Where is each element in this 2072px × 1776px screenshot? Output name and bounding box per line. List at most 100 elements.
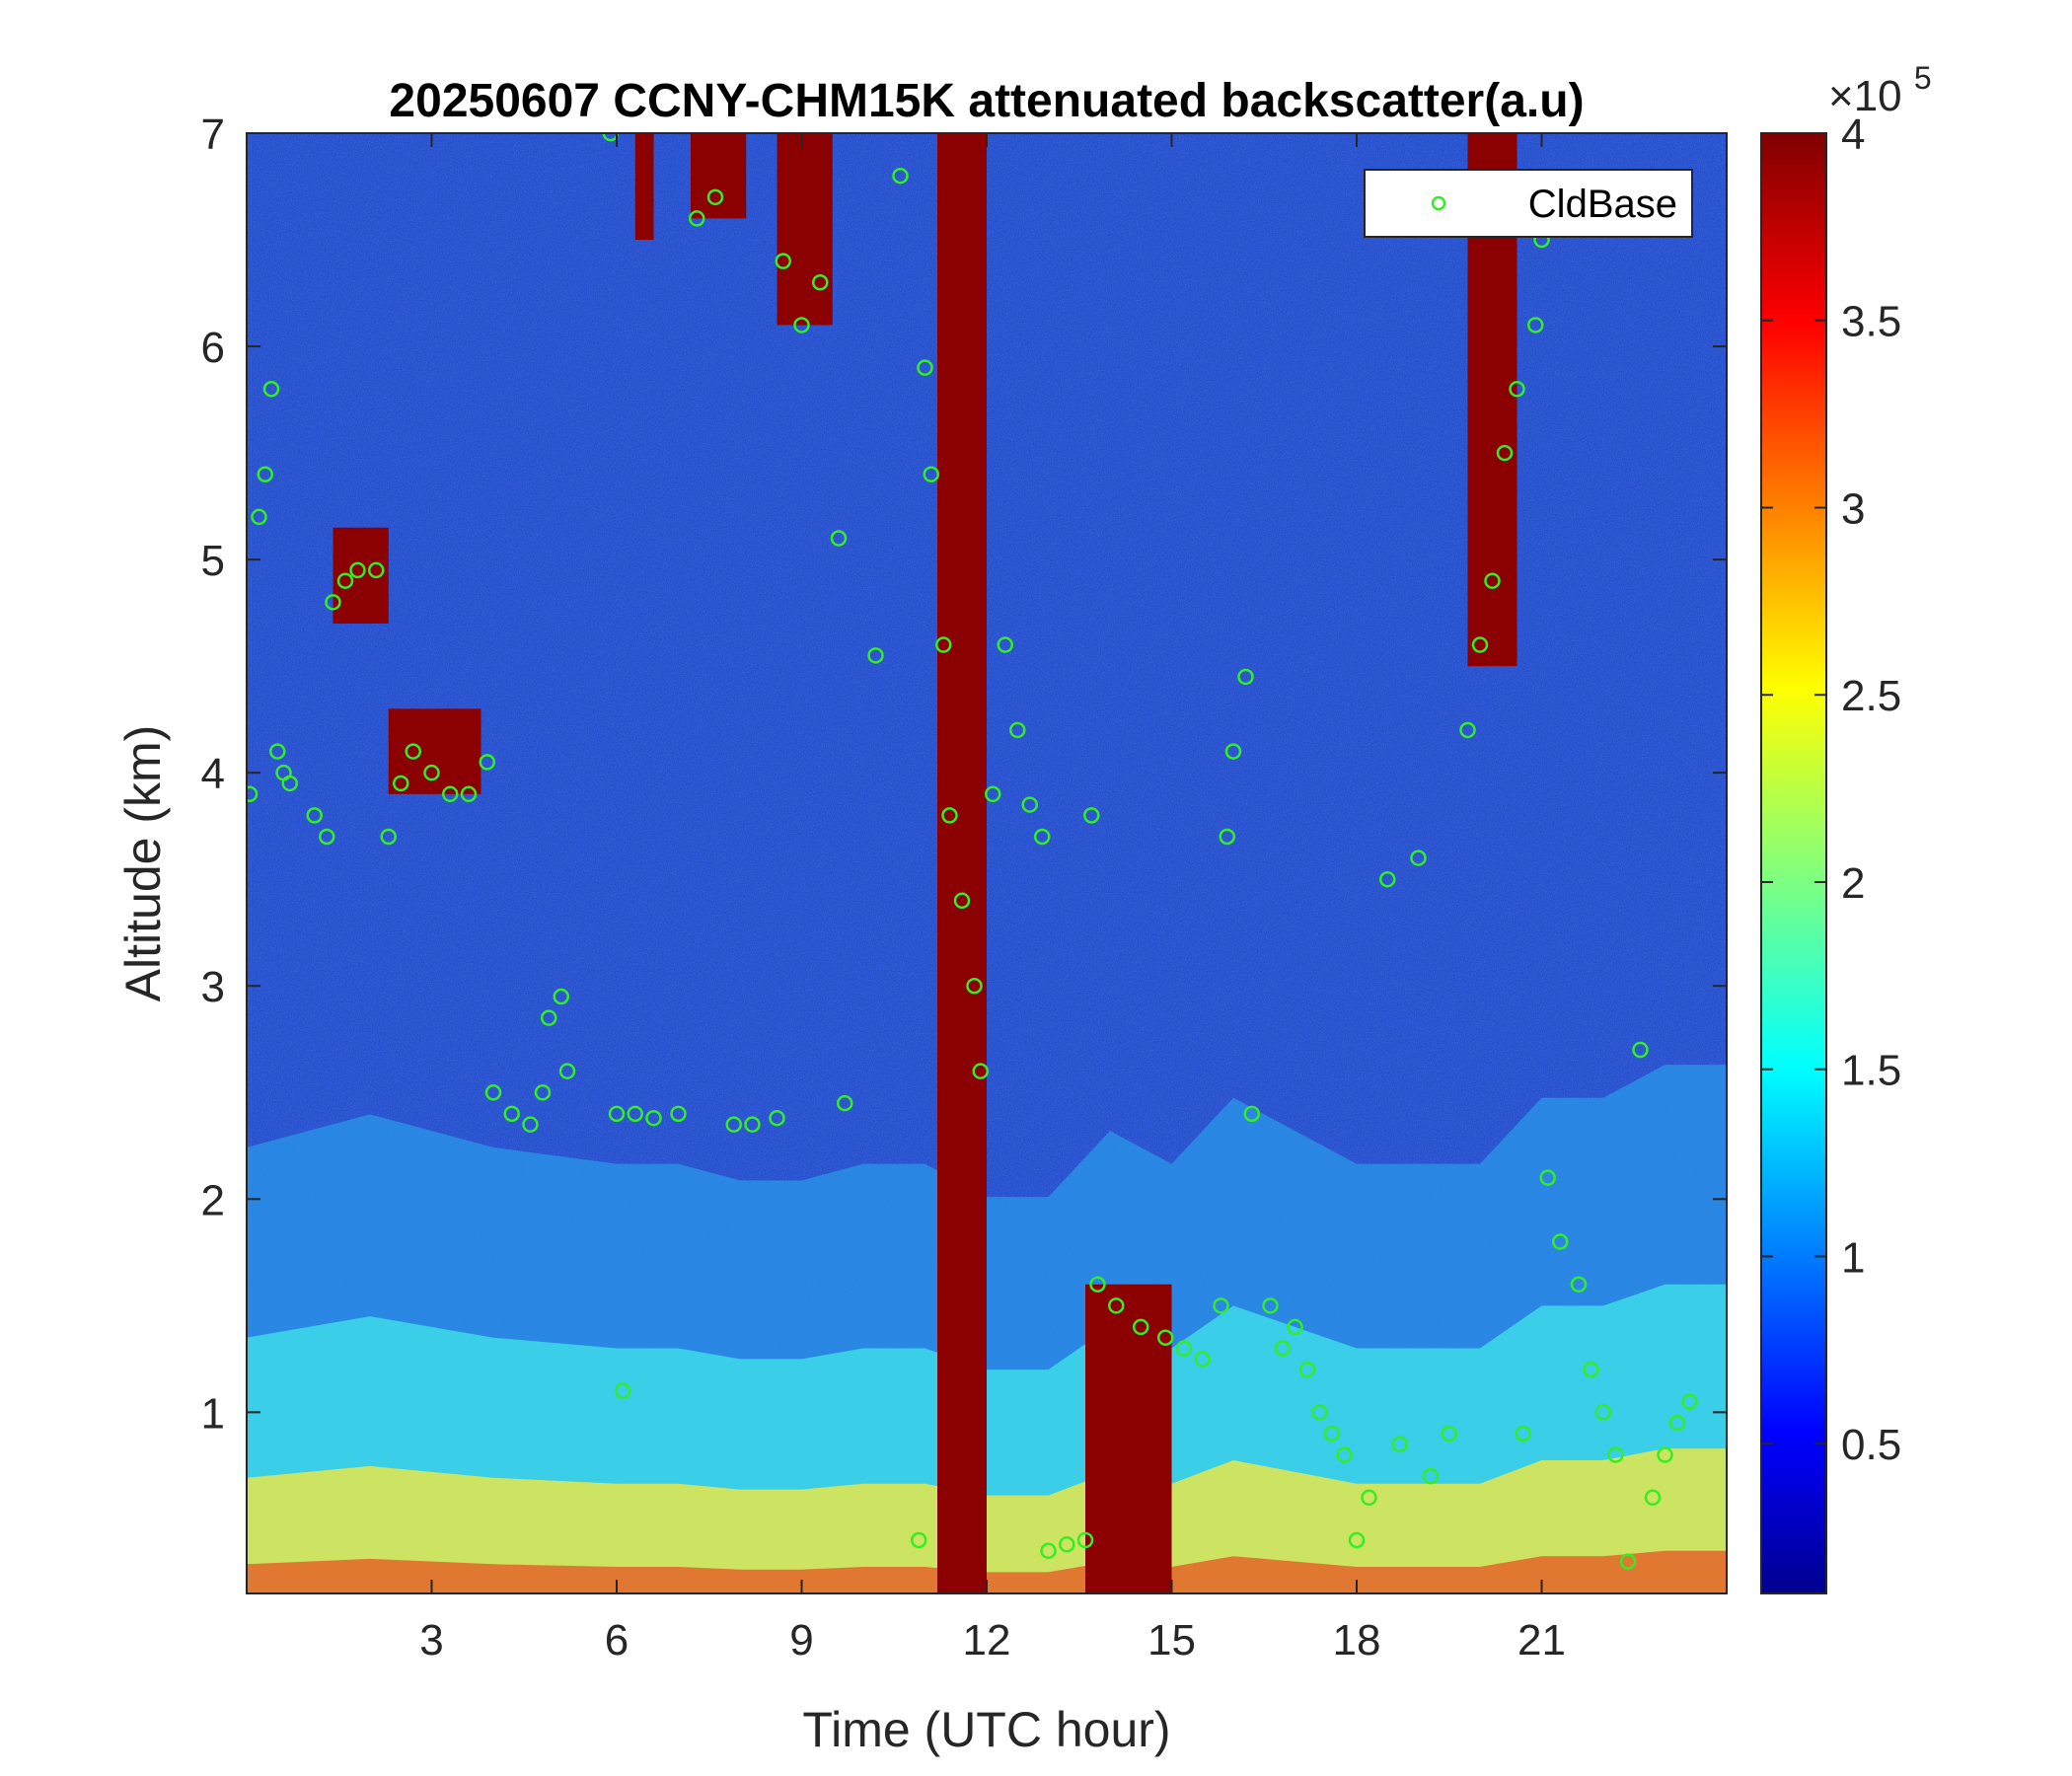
cloud-base-point bbox=[1021, 796, 1038, 813]
cloud-base-point bbox=[1361, 1489, 1377, 1507]
cloud-base-point bbox=[812, 273, 829, 291]
cloud-base-point bbox=[262, 381, 280, 398]
cloud-base-point bbox=[997, 636, 1013, 653]
cloud-base-points bbox=[247, 133, 1698, 1570]
cloud-base-point bbox=[1459, 721, 1476, 739]
legend-box bbox=[1364, 169, 1693, 238]
cloud-base-point bbox=[1059, 1536, 1075, 1553]
cloud-base-point bbox=[1311, 1404, 1328, 1421]
cloud-base-point bbox=[689, 210, 705, 227]
cloud-base-point bbox=[1274, 1340, 1292, 1357]
y-tick-label: 2 bbox=[201, 1176, 225, 1224]
x-axis: 3 6 9 12 15 18 21 bbox=[419, 133, 1566, 1665]
cloud-base-point bbox=[251, 508, 267, 526]
cloud-block bbox=[388, 708, 481, 794]
cloud-block bbox=[634, 133, 654, 241]
cloud-base-point bbox=[1157, 1329, 1174, 1346]
legend-marker-icon bbox=[1431, 195, 1446, 211]
cloud-base-point bbox=[923, 466, 939, 482]
cloud-base-point bbox=[534, 1084, 552, 1101]
cloud-base-point bbox=[269, 743, 286, 760]
cloud-base-point bbox=[645, 1109, 662, 1127]
cloud-base-point bbox=[522, 1116, 539, 1133]
cloud-blocks bbox=[333, 133, 1517, 1593]
cloud-base-point bbox=[503, 1105, 520, 1123]
legend: CldBase bbox=[1364, 169, 1693, 238]
colorbar-tick-label: 1 bbox=[1841, 1233, 1865, 1282]
x-tick-label: 3 bbox=[419, 1616, 443, 1665]
cloud-base-point bbox=[867, 647, 884, 664]
cloud-base-point bbox=[1348, 1531, 1366, 1549]
cloud-base-point bbox=[627, 1105, 643, 1123]
cloud-base-point bbox=[1391, 1436, 1408, 1453]
cloud-base-point bbox=[608, 1105, 626, 1123]
cloud-base-point bbox=[1133, 1318, 1149, 1336]
cloud-base-point bbox=[775, 253, 791, 269]
colorbar: 0.5 1 1.5 2 2.5 3 3.5 4 ×10 5 bbox=[1760, 60, 1932, 1594]
cloud-base-point bbox=[1083, 807, 1100, 824]
cloud-base-point bbox=[744, 1116, 761, 1133]
cloud-base-point bbox=[1224, 743, 1242, 760]
cloud-base-point bbox=[1243, 1105, 1260, 1123]
cloud-base-point bbox=[479, 754, 495, 771]
x-tick-label: 9 bbox=[789, 1616, 813, 1665]
cloud-base-point bbox=[306, 807, 323, 824]
legend-entry-cldbase: CldBase bbox=[1528, 183, 1677, 226]
cloud-base-point bbox=[1262, 1297, 1279, 1314]
cloud-base-point bbox=[1668, 1414, 1686, 1432]
y-tick-label: 6 bbox=[201, 324, 225, 372]
y-tick-label: 1 bbox=[201, 1389, 225, 1438]
cloud-base-point bbox=[725, 1116, 742, 1133]
cloud-base-point bbox=[670, 1105, 687, 1123]
cloud-base-point bbox=[1583, 1361, 1599, 1378]
cloud-base-point bbox=[1539, 1169, 1556, 1186]
cloud-base-point bbox=[892, 167, 909, 185]
cloud-base-point bbox=[257, 466, 273, 482]
cloud-base-point bbox=[602, 133, 619, 142]
y-axis-label: Altitude (km) bbox=[115, 725, 171, 1002]
cloud-base-point bbox=[1632, 1041, 1649, 1059]
y-tick-label: 3 bbox=[201, 963, 225, 1011]
cloud-base-point bbox=[615, 1382, 631, 1399]
colorbar-tick-label: 2.5 bbox=[1841, 672, 1901, 720]
cloud-base-point bbox=[706, 188, 724, 206]
cloud-base-point bbox=[941, 807, 958, 824]
cloud-base-point bbox=[336, 572, 354, 589]
cloud-base-point bbox=[1471, 636, 1489, 653]
y-axis: 1 2 3 4 5 6 7 bbox=[201, 111, 1727, 1438]
cloud-base-point bbox=[460, 785, 478, 803]
cloud-base-point bbox=[349, 561, 366, 579]
cloud-base-point bbox=[837, 1094, 853, 1112]
cloud-block bbox=[777, 133, 833, 326]
cloud-base-point bbox=[1194, 1351, 1211, 1368]
cloud-base-point bbox=[1422, 1467, 1440, 1485]
cloud-base-point bbox=[1410, 850, 1427, 866]
cloud-base-point bbox=[281, 775, 298, 792]
cloud-base-point bbox=[917, 359, 933, 376]
cloud-base-point bbox=[541, 1009, 557, 1026]
cloud-base-point bbox=[1336, 1446, 1353, 1463]
cloud-base-point bbox=[953, 892, 971, 910]
cloud-base-point bbox=[1040, 1542, 1057, 1560]
cloud-base-point bbox=[1619, 1553, 1637, 1570]
cloud-base-point bbox=[319, 828, 335, 846]
cloud-base-point bbox=[1594, 1404, 1612, 1421]
colorbar-tick-label: 3.5 bbox=[1841, 298, 1901, 346]
cloud-base-point bbox=[1009, 721, 1026, 739]
cloud-base-point bbox=[393, 775, 409, 792]
cloud-base-point bbox=[966, 977, 983, 995]
x-tick-label: 6 bbox=[605, 1616, 629, 1665]
colorbar-tick-label: 3 bbox=[1841, 484, 1865, 533]
colorbar-multiplier-base: ×10 bbox=[1828, 72, 1902, 120]
cloud-base-point bbox=[380, 828, 397, 846]
cloud-base-point bbox=[1657, 1446, 1673, 1463]
cloud-base-point bbox=[1298, 1361, 1316, 1378]
cloud-base-point bbox=[793, 317, 810, 333]
cloud-base-point bbox=[1644, 1489, 1662, 1507]
cloud-base-point bbox=[1175, 1340, 1193, 1357]
chart-title: 20250607 CCNY-CHM15K attenuated backscat… bbox=[389, 75, 1584, 127]
cloud-block bbox=[691, 133, 747, 219]
y-tick-label: 5 bbox=[201, 537, 225, 585]
cloud-base-point bbox=[405, 743, 421, 760]
